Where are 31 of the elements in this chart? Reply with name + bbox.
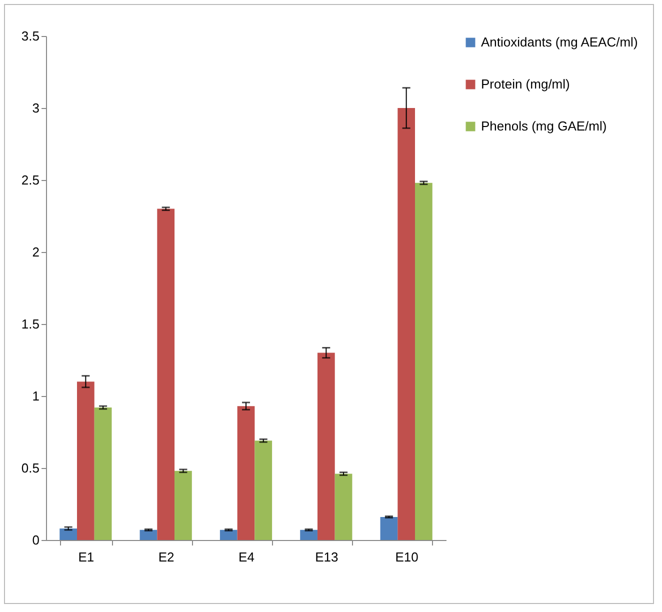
x-tick-label: E4 bbox=[238, 550, 254, 564]
x-tick-label: E13 bbox=[315, 550, 338, 564]
legend-label: Protein (mg/ml) bbox=[481, 76, 570, 92]
bar bbox=[398, 108, 416, 540]
bar bbox=[254, 440, 272, 540]
bar bbox=[317, 352, 335, 540]
y-tick-label: 3.5 bbox=[21, 28, 40, 44]
bar bbox=[157, 208, 175, 540]
y-tick-label: 0.5 bbox=[21, 460, 40, 476]
bar bbox=[380, 516, 398, 540]
x-tick-label: E2 bbox=[158, 550, 174, 564]
bar bbox=[334, 474, 352, 540]
bar bbox=[76, 382, 94, 540]
bar bbox=[415, 182, 432, 540]
y-tick-label: 1.5 bbox=[21, 316, 40, 332]
x-tick-label: E1 bbox=[78, 550, 94, 564]
bar bbox=[174, 470, 192, 540]
y-tick-label: 2 bbox=[32, 244, 40, 260]
y-tick-label: 3 bbox=[32, 100, 40, 116]
bar bbox=[140, 530, 158, 540]
y-tick-label: 0 bbox=[32, 532, 40, 548]
x-tick-label: E10 bbox=[395, 550, 418, 564]
bar bbox=[300, 530, 318, 540]
bar bbox=[237, 406, 255, 540]
legend-label: Antioxidants (mg AEAC/ml) bbox=[481, 34, 638, 50]
bar bbox=[60, 528, 77, 540]
legend-label: Phenols (mg GAE/ml) bbox=[481, 118, 607, 134]
bar bbox=[220, 530, 238, 540]
y-tick-label: 2.5 bbox=[21, 172, 40, 188]
bar bbox=[94, 408, 112, 540]
y-tick-label: 1 bbox=[32, 388, 40, 404]
